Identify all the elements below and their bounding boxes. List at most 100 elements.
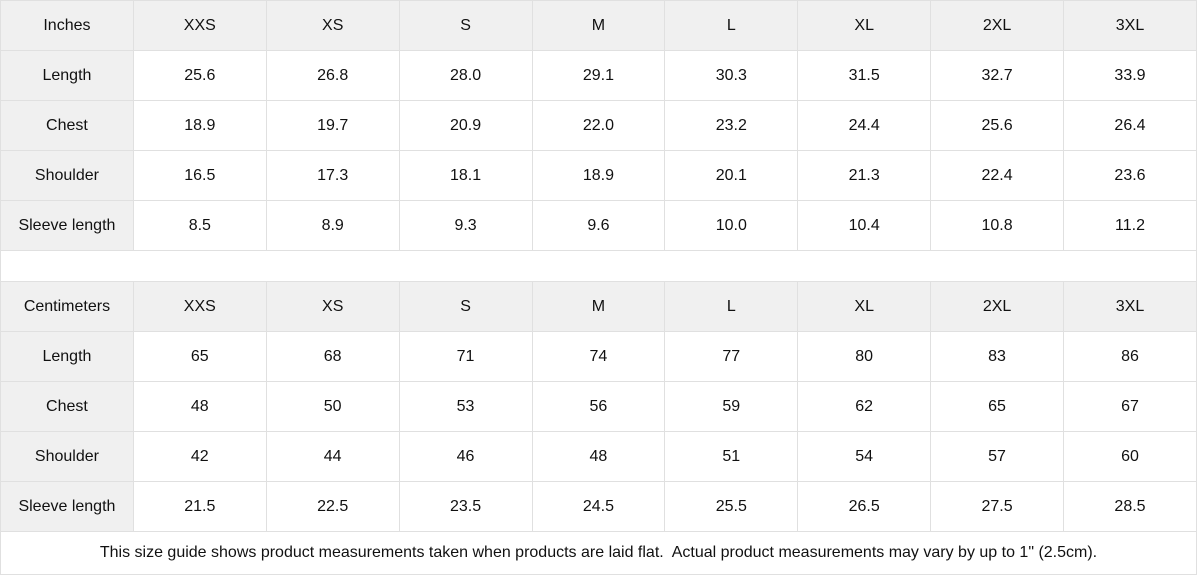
value-cell: 21.3 xyxy=(797,150,932,201)
value-cell: 77 xyxy=(664,331,799,382)
value-cell: 26.4 xyxy=(1063,100,1197,151)
value-cell: 22.0 xyxy=(531,100,666,151)
value-cell: 20.1 xyxy=(664,150,799,201)
size-header-cell: L xyxy=(664,0,799,51)
value-cell: 42 xyxy=(132,431,267,482)
value-cell: 53 xyxy=(398,381,533,432)
value-cell: 18.9 xyxy=(132,100,267,151)
table-row: Chest 18.9 19.7 20.9 22.0 23.2 24.4 25.6 26.4 xyxy=(0,100,1197,151)
value-cell: 25.6 xyxy=(930,100,1064,151)
row-label-cell: Shoulder xyxy=(0,150,134,201)
value-cell: 62 xyxy=(797,381,932,432)
value-cell: 10.4 xyxy=(797,200,932,251)
size-header-row: Inches XXS XS S M L XL 2XL 3XL xyxy=(0,0,1197,51)
value-cell: 17.3 xyxy=(265,150,400,201)
value-cell: 26.8 xyxy=(265,50,400,101)
value-cell: 24.5 xyxy=(531,481,666,532)
value-cell: 60 xyxy=(1063,431,1197,482)
unit-header-cell: Centimeters xyxy=(0,281,134,332)
value-cell: 54 xyxy=(797,431,932,482)
size-guide-note: This size guide shows product measuremen… xyxy=(0,532,1197,575)
row-label-cell: Chest xyxy=(0,381,134,432)
value-cell: 18.9 xyxy=(531,150,666,201)
table-row: Sleeve length 21.5 22.5 23.5 24.5 25.5 26.5 27.… xyxy=(0,481,1197,532)
value-cell: 24.4 xyxy=(797,100,932,151)
size-header-cell: XXS xyxy=(132,281,267,332)
size-header-row: Centimeters XXS XS S M L XL 2XL 3XL xyxy=(0,281,1197,332)
value-cell: 16.5 xyxy=(132,150,267,201)
value-cell: 83 xyxy=(930,331,1064,382)
value-cell: 48 xyxy=(531,431,666,482)
size-header-cell: 3XL xyxy=(1063,0,1197,51)
value-cell: 25.6 xyxy=(132,50,267,101)
value-cell: 59 xyxy=(664,381,799,432)
value-cell: 11.2 xyxy=(1063,200,1197,251)
value-cell: 74 xyxy=(531,331,666,382)
value-cell: 27.5 xyxy=(930,481,1064,532)
table-row: Length 25.6 26.8 28.0 29.1 30.3 31.5 32.7 33.9 xyxy=(0,50,1197,101)
value-cell: 23.5 xyxy=(398,481,533,532)
value-cell: 8.5 xyxy=(132,200,267,251)
size-header-cell: M xyxy=(531,0,666,51)
value-cell: 29.1 xyxy=(531,50,666,101)
value-cell: 86 xyxy=(1063,331,1197,382)
value-cell: 26.5 xyxy=(797,481,932,532)
centimeters-size-table: Centimeters XXS XS S M L XL 2XL 3XL Length 65 68 71 7… xyxy=(0,281,1197,532)
value-cell: 10.8 xyxy=(930,200,1064,251)
size-header-cell: XXS xyxy=(132,0,267,51)
value-cell: 25.5 xyxy=(664,481,799,532)
size-header-cell: M xyxy=(531,281,666,332)
value-cell: 22.4 xyxy=(930,150,1064,201)
value-cell: 51 xyxy=(664,431,799,482)
value-cell: 33.9 xyxy=(1063,50,1197,101)
value-cell: 9.6 xyxy=(531,200,666,251)
value-cell: 57 xyxy=(930,431,1064,482)
value-cell: 23.6 xyxy=(1063,150,1197,201)
value-cell: 56 xyxy=(531,381,666,432)
size-header-cell: S xyxy=(398,281,533,332)
value-cell: 68 xyxy=(265,331,400,382)
size-header-cell: XL xyxy=(797,0,932,51)
size-header-cell: 3XL xyxy=(1063,281,1197,332)
value-cell: 21.5 xyxy=(132,481,267,532)
value-cell: 65 xyxy=(132,331,267,382)
value-cell: 10.0 xyxy=(664,200,799,251)
row-label-cell: Length xyxy=(0,331,134,382)
value-cell: 48 xyxy=(132,381,267,432)
value-cell: 67 xyxy=(1063,381,1197,432)
row-label-cell: Chest xyxy=(0,100,134,151)
table-row: Sleeve length 8.5 8.9 9.3 9.6 10.0 10.4 10.8 11.… xyxy=(0,200,1197,251)
inches-size-table: Inches XXS XS S M L XL 2XL 3XL Length 25.6 26.8 28.0… xyxy=(0,0,1197,251)
size-header-cell: L xyxy=(664,281,799,332)
value-cell: 20.9 xyxy=(398,100,533,151)
size-header-cell: 2XL xyxy=(930,281,1064,332)
table-row: Chest 48 50 53 56 59 62 65 67 xyxy=(0,381,1197,432)
value-cell: 22.5 xyxy=(265,481,400,532)
size-header-cell: XS xyxy=(265,281,400,332)
table-row: Shoulder 16.5 17.3 18.1 18.9 20.1 21.3 22.4 23.6 xyxy=(0,150,1197,201)
row-label-cell: Length xyxy=(0,50,134,101)
value-cell: 71 xyxy=(398,331,533,382)
size-header-cell: S xyxy=(398,0,533,51)
size-header-cell: XL xyxy=(797,281,932,332)
unit-header-cell: Inches xyxy=(0,0,134,51)
value-cell: 19.7 xyxy=(265,100,400,151)
table-row: Length 65 68 71 74 77 80 83 86 xyxy=(0,331,1197,382)
table-row: Shoulder 42 44 46 48 51 54 57 60 xyxy=(0,431,1197,482)
value-cell: 65 xyxy=(930,381,1064,432)
value-cell: 31.5 xyxy=(797,50,932,101)
value-cell: 44 xyxy=(265,431,400,482)
value-cell: 80 xyxy=(797,331,932,382)
row-label-cell: Shoulder xyxy=(0,431,134,482)
value-cell: 46 xyxy=(398,431,533,482)
value-cell: 23.2 xyxy=(664,100,799,151)
row-label-cell: Sleeve length xyxy=(0,200,134,251)
value-cell: 28.5 xyxy=(1063,481,1197,532)
value-cell: 50 xyxy=(265,381,400,432)
value-cell: 32.7 xyxy=(930,50,1064,101)
value-cell: 30.3 xyxy=(664,50,799,101)
value-cell: 8.9 xyxy=(265,200,400,251)
table-spacer xyxy=(0,251,1197,281)
value-cell: 9.3 xyxy=(398,200,533,251)
